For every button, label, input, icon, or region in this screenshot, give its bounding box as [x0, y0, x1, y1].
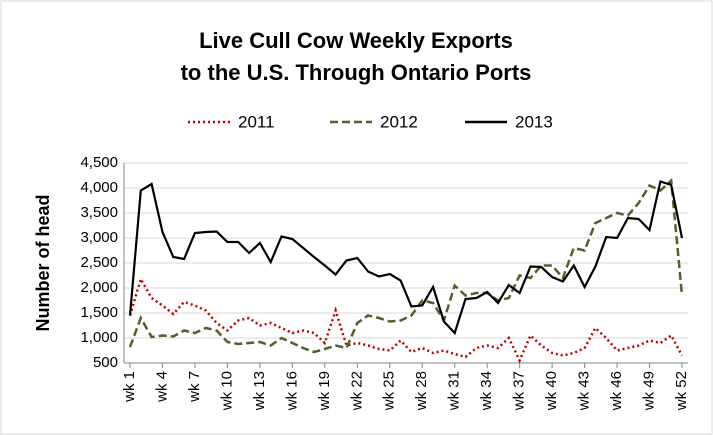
x-tick-label: wk 46	[608, 371, 625, 411]
x-tick-label: wk 19	[316, 371, 333, 411]
series-line	[128, 180, 684, 336]
x-tick-label: wk 25	[381, 371, 398, 411]
x-tick-label: wk 1	[121, 371, 138, 403]
y-tick-label: 2,500	[80, 254, 118, 271]
y-tick-label: 2,000	[80, 279, 118, 296]
legend-label: 2012	[380, 112, 418, 131]
y-tick-label: 3,000	[80, 229, 118, 246]
x-tick-label: wk 16	[283, 371, 300, 411]
x-tick-label: wk 10	[218, 371, 235, 411]
chart-title: to the U.S. Through Ontario Ports	[181, 60, 532, 85]
y-tick-label: 4,500	[80, 154, 118, 171]
x-tick-label: wk 7	[186, 371, 203, 403]
x-tick-label: wk 34	[478, 371, 495, 411]
x-tick-label: wk 43	[576, 371, 593, 411]
series-line	[128, 177, 684, 354]
y-tick-label: 1,000	[80, 329, 118, 346]
legend-label: 2011	[238, 112, 275, 131]
series-line	[128, 275, 684, 364]
x-tick-label: wk 52	[673, 371, 690, 411]
x-tick-label: wk 22	[348, 371, 365, 411]
y-tick-label: 500	[93, 354, 118, 371]
x-tick-label: wk 4	[153, 371, 170, 403]
y-tick-label: 4,000	[80, 179, 118, 196]
x-tick-label: wk 37	[511, 371, 528, 411]
x-tick-label: wk 28	[413, 371, 430, 411]
x-tick-label: wk 49	[640, 371, 657, 411]
x-tick-label: wk 40	[543, 371, 560, 411]
y-tick-label: 3,500	[80, 204, 118, 221]
x-tick-label: wk 31	[446, 371, 463, 411]
x-tick-label: wk 13	[251, 371, 268, 411]
legend-label: 2013	[515, 112, 553, 131]
y-axis-label: Number of head	[33, 194, 53, 331]
chart-title: Live Cull Cow Weekly Exports	[199, 28, 513, 53]
y-tick-label: 1,500	[80, 304, 118, 321]
